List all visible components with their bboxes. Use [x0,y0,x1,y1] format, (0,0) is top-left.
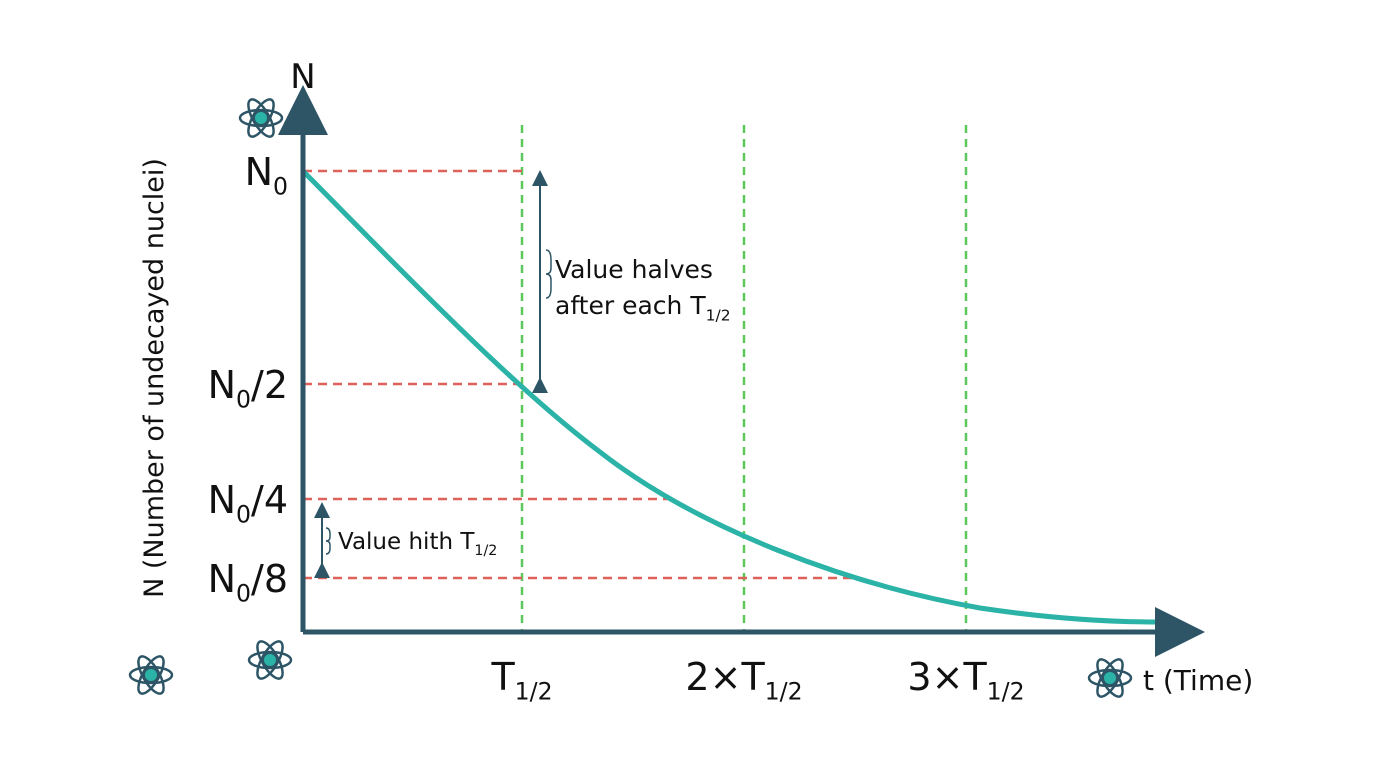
annotation: after each T1/2 [555,291,731,324]
decay-curve [300,168,1160,625]
annotation: Value halves [555,255,713,284]
label-part: after each T [555,291,706,320]
atom-icon [1087,654,1133,702]
label-part: N [208,557,236,601]
y-title: N (Number of undecayed nuclei) [139,158,170,598]
time-guides [520,125,968,632]
subscript: 1/2 [706,306,731,324]
y-tick-label: N0/2 [208,363,288,414]
label-part: N [208,363,236,407]
atom-icon [247,636,293,684]
atom-icon [128,651,174,699]
label-part: Value hith T [338,529,475,555]
subscript: 0 [236,580,251,608]
subscript: 0 [236,501,251,529]
subscript: 1/2 [987,678,1025,706]
label-part: N [208,478,236,522]
subscript: 1/2 [474,543,497,559]
subscript: 1/2 [765,678,803,706]
subscript: 0 [273,173,288,201]
x-tick-label: 3×T1/2 [907,655,1024,706]
label-part: N [245,150,273,194]
subscript: 1/2 [515,678,553,706]
atom-icon [238,94,284,142]
label-part: /2 [251,363,288,407]
label-part: /4 [251,478,288,522]
label-part: /8 [251,557,288,601]
x-tick-label: 2×T1/2 [685,655,802,706]
y-tick-label: N0/4 [208,478,288,529]
y-symbol: N [290,57,315,97]
brace-small [325,527,331,555]
level-guides [303,169,852,580]
label-part: 3×T [907,655,987,699]
x-tick-label: T1/2 [490,655,552,706]
subscript: 0 [236,386,251,414]
y-tick-label: N0 [245,150,288,201]
annotation: Value hith T1/2 [338,529,497,559]
brace [545,249,552,299]
y-tick-label: N0/8 [208,557,288,608]
label-part: Value halves [555,255,713,284]
label-part: 2×T [685,655,765,699]
x-title: t (Time) [1143,664,1253,697]
label-part: T [490,655,515,699]
